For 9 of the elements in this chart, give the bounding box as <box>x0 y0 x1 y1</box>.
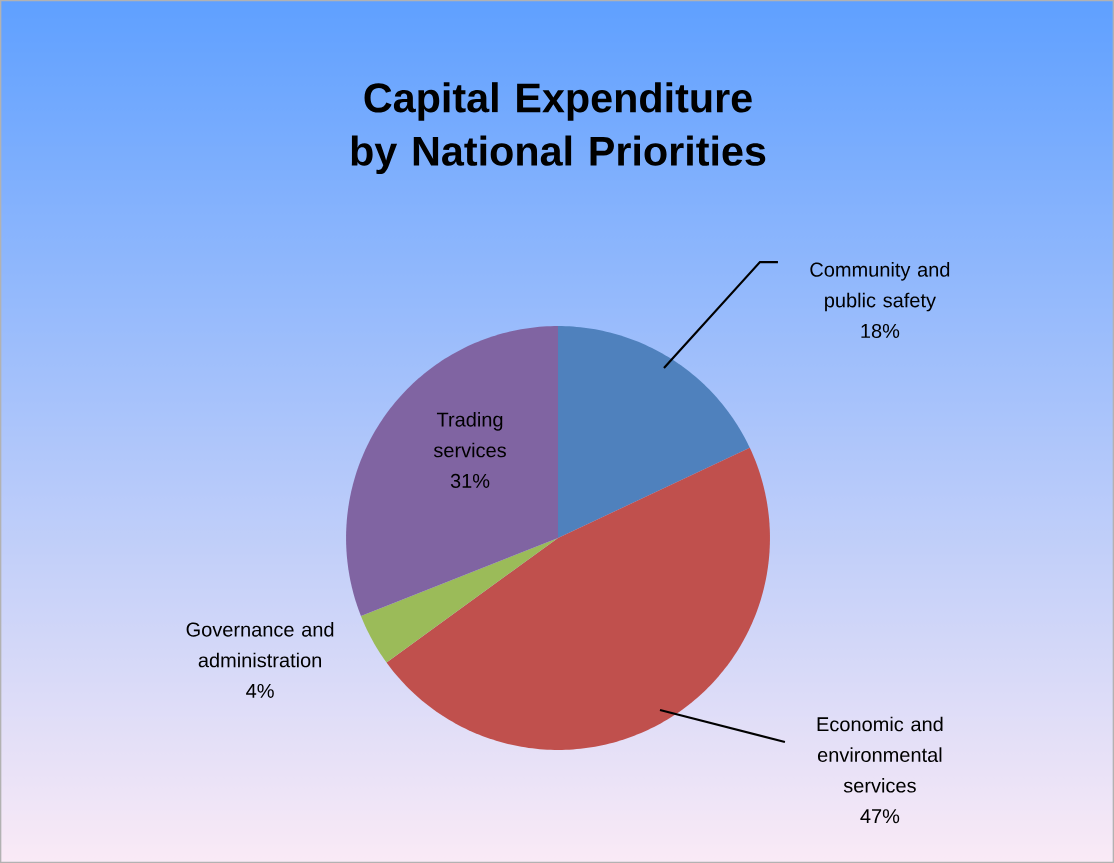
data-label: 47% <box>860 809 900 824</box>
data-label: 18% <box>861 323 900 339</box>
chart-title: Capital Expenditure by National Priorities <box>351 82 766 174</box>
slice-label: Community and public safety <box>810 262 950 312</box>
data-label: 4% <box>246 683 274 698</box>
data-label: 31% <box>450 473 490 488</box>
slice-label: Trading services <box>433 411 506 458</box>
slice-label: Economic and environmental services <box>817 716 943 793</box>
slice-label: Governance and administration <box>186 621 334 668</box>
